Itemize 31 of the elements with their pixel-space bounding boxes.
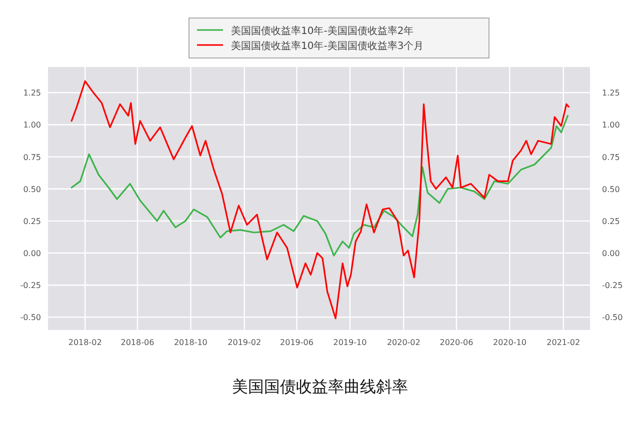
x-tick-label: 2019-06 — [280, 338, 314, 347]
legend-label: 美国国债收益率10年-美国国债收益率2年 — [231, 25, 414, 37]
y-tick-label: -0.25 — [20, 281, 41, 290]
y-tick-label: 0.25 — [23, 216, 41, 226]
y-tick-label: 1.00 — [23, 120, 41, 130]
y2-tick-label: 1.25 — [602, 88, 620, 98]
y2-tick-label: -0.50 — [602, 313, 623, 322]
y-tick-label: 1.25 — [23, 88, 41, 98]
x-tick-label: 2019-10 — [333, 338, 367, 347]
y-tick-label: 0.00 — [23, 249, 41, 258]
y-tick-label: 0.75 — [23, 152, 41, 162]
x-tick-label: 2020-10 — [492, 338, 526, 347]
line-series — [70, 114, 569, 256]
y2-tick-label: 0.25 — [602, 216, 620, 226]
x-tick-label: 2019-02 — [228, 338, 262, 347]
x-tick-label: 2018-10 — [174, 338, 208, 347]
y-tick-label: 0.50 — [23, 184, 41, 194]
x-tick-label: 2020-02 — [386, 338, 420, 347]
x-tick-label: 2021-02 — [546, 338, 580, 347]
y2-tick-label: 1.00 — [602, 120, 620, 130]
y2-tick-label: 0.00 — [602, 249, 620, 258]
legend-label: 美国国债收益率10年-美国国债收益率3个月 — [231, 40, 424, 52]
y2-tick-label: 0.75 — [602, 152, 620, 162]
y2-tick-label: -0.25 — [602, 281, 623, 290]
x-tick-label: 2020-06 — [440, 338, 474, 347]
text: 美国国债收益率曲线斜率 — [232, 377, 408, 396]
line-series — [70, 80, 570, 320]
x-tick-label: 2018-02 — [68, 338, 102, 347]
y-tick-label: -0.50 — [20, 313, 41, 322]
x-tick-label: 2018-06 — [120, 338, 154, 347]
y2-tick-label: 0.50 — [602, 184, 620, 194]
